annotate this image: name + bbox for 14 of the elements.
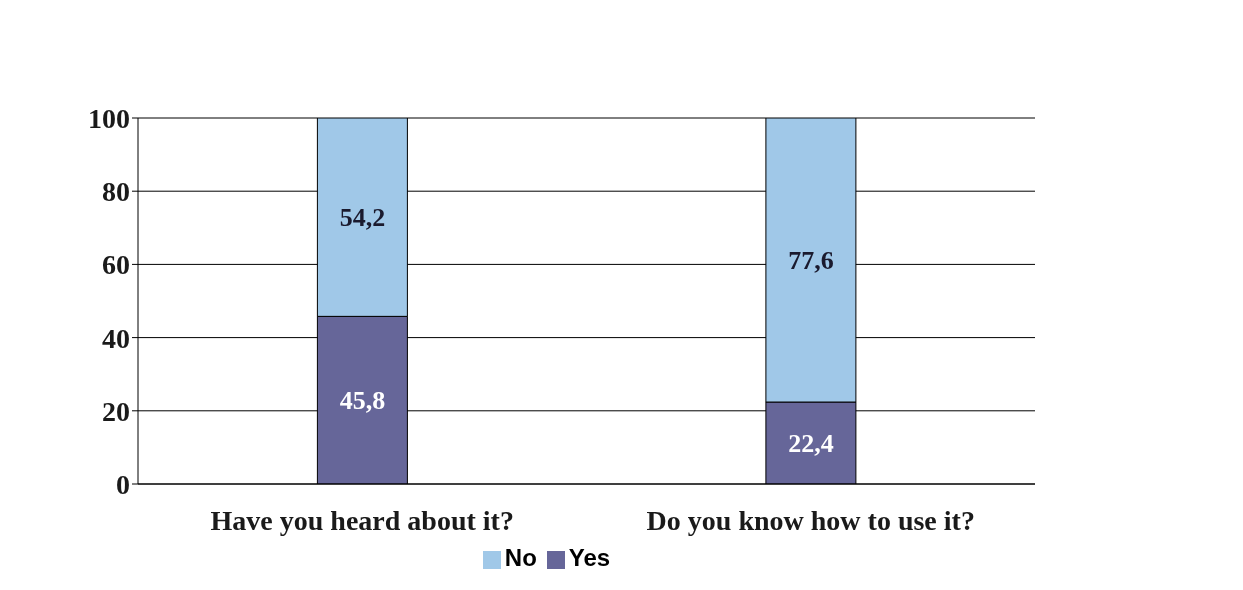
legend-label: Yes bbox=[568, 544, 611, 571]
legend-label: No bbox=[504, 544, 537, 571]
y-tick-label: 100 bbox=[88, 102, 130, 134]
y-tick-label: 20 bbox=[102, 395, 130, 427]
data-label: 45,8 bbox=[339, 385, 386, 415]
y-tick-label: 60 bbox=[102, 249, 130, 281]
y-tick-label: 40 bbox=[102, 322, 130, 354]
y-tick-label: 0 bbox=[116, 468, 130, 500]
y-tick-label: 80 bbox=[102, 176, 130, 208]
data-label: 54,2 bbox=[339, 202, 386, 232]
data-label: 22,4 bbox=[788, 428, 834, 458]
x-tick-label: Do you know how to use it? bbox=[646, 504, 975, 536]
x-tick-label: Have you heard about it? bbox=[210, 504, 514, 536]
data-label: 77,6 bbox=[788, 245, 834, 275]
